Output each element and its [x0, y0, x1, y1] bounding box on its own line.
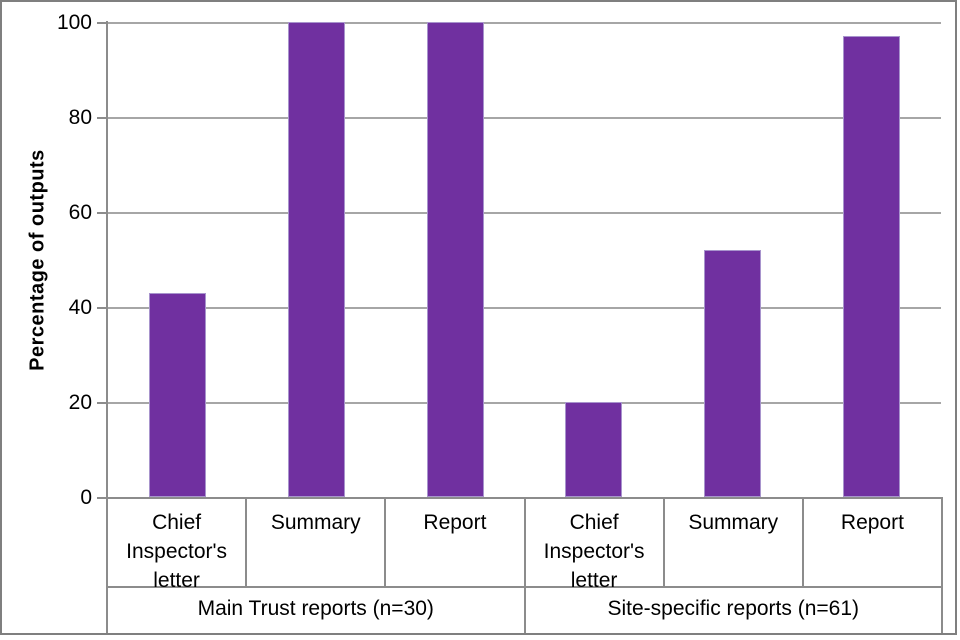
bar-report	[843, 36, 901, 497]
y-tick-label-40: 40	[68, 296, 92, 319]
y-tick-mark-0	[97, 497, 108, 499]
y-tick-mark-20	[97, 402, 108, 404]
y-tick-mark-100	[97, 22, 108, 24]
y-axis-line	[106, 21, 108, 499]
group-label-row: Main Trust reports (n=30)	[108, 588, 524, 633]
bar-summary	[287, 22, 345, 497]
group-block-2: Chief Inspector's letter Summary Report Sit…	[525, 499, 942, 633]
category-label: Summary	[665, 499, 804, 586]
category-row: Chief Inspector's letter Summary Report	[108, 499, 524, 592]
y-tick-mark-60	[97, 212, 108, 214]
category-row: Chief Inspector's letter Summary Report	[525, 499, 941, 592]
bar-report	[426, 22, 484, 497]
category-label: Report	[423, 511, 487, 534]
group-block-1: Chief Inspector's letter Summary Report Mai…	[108, 499, 526, 633]
y-tick-label-60: 60	[68, 201, 92, 224]
bar-summary	[704, 250, 762, 497]
category-label: Summary	[247, 499, 387, 586]
y-tick-label-100: 100	[56, 11, 92, 34]
gridline-80	[108, 117, 941, 119]
gridline-100	[108, 22, 941, 24]
gridline-40	[108, 307, 941, 309]
bar-chief-inspector-s-letter	[565, 402, 623, 497]
bar-chief-inspector-s-letter	[148, 293, 206, 497]
group-label-row: Site-specific reports (n=61)	[526, 588, 942, 633]
group-label: Site-specific reports (n=61)	[607, 596, 860, 620]
y-tick-label-0: 0	[80, 486, 92, 509]
gridline-60	[108, 212, 941, 214]
category-label: Report	[840, 511, 904, 534]
plot-area	[108, 0, 941, 497]
y-axis-title: Percentage of outputs	[26, 149, 49, 371]
y-tick-mark-80	[97, 117, 108, 119]
y-tick-label-20: 20	[68, 391, 92, 414]
y-tick-mark-40	[97, 307, 108, 309]
y-tick-label-80: 80	[68, 106, 92, 129]
gridline-20	[108, 402, 941, 404]
category-label: Chief Inspector's letter	[108, 499, 248, 592]
category-label: Chief Inspector's letter	[526, 499, 665, 592]
x-axis-label-table: Chief Inspector's letter Summary Report Mai…	[106, 497, 943, 633]
group-label: Main Trust reports (n=30)	[197, 596, 434, 620]
